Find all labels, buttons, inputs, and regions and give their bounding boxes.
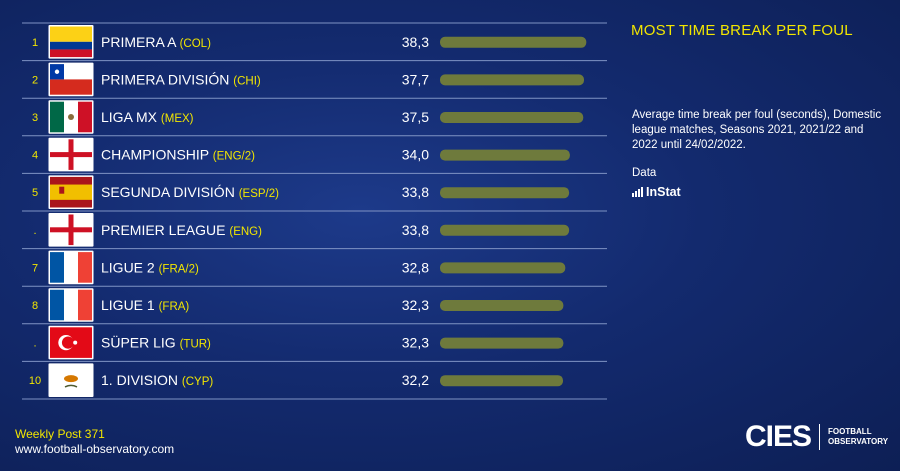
league-ranking-chart: 1 PRIMERA A (COL) 38,3 2 PRIMERA DIVISIÓN (C… xyxy=(22,22,607,400)
rank-label: 8 xyxy=(32,300,38,312)
football-observatory-logo-text: FOOTBALL OBSERVATORY xyxy=(828,427,888,447)
rank-label: 3 xyxy=(32,112,38,124)
league-name: LIGUE 2 (FRA/2) xyxy=(101,259,199,275)
chart-row: 2 PRIMERA DIVISIÓN (CHI) 37,7 xyxy=(22,60,607,97)
country-code: (CHI) xyxy=(233,75,261,87)
value-bar xyxy=(440,337,564,349)
cies-logo-text: CIES xyxy=(745,420,812,453)
chart-row: 3 LIGA MX (MEX) 37,5 xyxy=(22,97,607,134)
league-name: LIGUE 1 (FRA) xyxy=(101,297,189,313)
data-label: Data xyxy=(632,167,657,179)
logo-sub-line2: OBSERVATORY xyxy=(828,437,889,446)
value-bar xyxy=(440,112,584,123)
value-label: 37,5 xyxy=(402,109,429,125)
league-name: SEGUNDA DIVISIÓN (ESP/2) xyxy=(101,184,279,200)
country-code: (COL) xyxy=(180,38,211,50)
value-bar xyxy=(440,149,570,161)
logo-divider xyxy=(819,424,821,450)
league-name: 1. DIVISION (CYP) xyxy=(101,372,213,388)
value-bar xyxy=(440,74,585,86)
chile-flag xyxy=(50,64,92,95)
logo-sub-line1: FOOTBALL xyxy=(828,427,872,436)
value-label: 37,7 xyxy=(402,71,429,87)
cies-logo: CIES FOOTBALL OBSERVATORY xyxy=(745,420,888,454)
country-code: (FRA) xyxy=(159,301,190,313)
chart-row: 1 PRIMERA A (COL) 38,3 xyxy=(22,22,607,59)
rank-label: 7 xyxy=(32,262,38,274)
value-label: 32,3 xyxy=(402,335,429,351)
country-code: (ENG) xyxy=(229,226,262,238)
league-name: SÜPER LIG (TUR) xyxy=(101,334,211,351)
england-flag xyxy=(50,139,92,170)
turkey-flag xyxy=(50,327,92,358)
value-label: 32,8 xyxy=(402,259,429,275)
country-code: (CYP) xyxy=(182,376,213,388)
france-flag xyxy=(50,252,92,283)
rank-label: 5 xyxy=(32,187,38,199)
value-label: 33,8 xyxy=(402,184,429,200)
cyprus-flag xyxy=(50,364,92,396)
data-source: InStat xyxy=(632,185,681,199)
colombia-flag xyxy=(50,26,92,58)
value-label: 38,3 xyxy=(402,34,429,50)
rank-label: 2 xyxy=(32,74,38,86)
chart-title: MOST TIME BREAK PER FOUL xyxy=(631,22,853,39)
value-label: 32,3 xyxy=(402,297,429,313)
league-name: LIGA MX (MEX) xyxy=(101,109,194,125)
value-bar xyxy=(440,187,570,199)
league-name: PRIMERA A (COL) xyxy=(101,34,211,50)
country-code: (FRA/2) xyxy=(159,263,199,275)
value-bar xyxy=(440,375,564,387)
value-label: 32,2 xyxy=(402,372,429,388)
country-code: (ESP/2) xyxy=(239,188,279,200)
chart-description: Average time break per foul (seconds), D… xyxy=(632,109,882,151)
country-code: (MEX) xyxy=(161,113,194,125)
rank-label: . xyxy=(33,338,36,350)
league-name: PRIMERA DIVISIÓN (CHI) xyxy=(101,71,261,87)
england-flag xyxy=(50,214,92,246)
country-code: (TUR) xyxy=(180,339,211,351)
instat-logo-icon xyxy=(632,187,643,197)
chart-row: 7 LIGUE 2 (FRA/2) 32,8 xyxy=(22,248,607,285)
value-bar xyxy=(440,300,564,311)
weekly-post-label: Weekly Post 371 xyxy=(15,427,105,441)
chart-row: 4 CHAMPIONSHIP (ENG/2) 34,0 xyxy=(22,135,607,172)
value-label: 34,0 xyxy=(402,147,429,163)
mexico-flag xyxy=(50,101,92,133)
rank-label: . xyxy=(33,225,36,237)
value-bar xyxy=(440,224,570,236)
league-name: CHAMPIONSHIP (ENG/2) xyxy=(101,147,255,163)
chart-row: . SÜPER LIG (TUR) 32,3 xyxy=(22,323,607,360)
value-label: 33,8 xyxy=(402,222,429,238)
chart-row: 10 1. DIVISION (CYP) 32,2 xyxy=(22,360,607,397)
data-source-label: InStat xyxy=(646,185,681,199)
country-code: (ENG/2) xyxy=(213,151,255,163)
league-name: PREMIER LEAGUE (ENG) xyxy=(101,222,262,238)
chart-row: 5 SEGUNDA DIVISIÓN (ESP/2) 33,8 xyxy=(22,172,607,209)
rank-label: 10 xyxy=(29,375,41,387)
rank-label: 4 xyxy=(32,150,38,162)
value-bar xyxy=(440,36,587,48)
spain-flag xyxy=(50,176,92,208)
chart-row: . PREMIER LEAGUE (ENG) 33,8 xyxy=(22,210,607,247)
chart-row: 8 LIGUE 1 (FRA) 32,3 xyxy=(22,285,607,322)
france-flag xyxy=(50,289,92,321)
value-bar xyxy=(440,262,566,274)
rank-label: 1 xyxy=(32,37,38,49)
website-link[interactable]: www.football-observatory.com xyxy=(15,442,175,456)
